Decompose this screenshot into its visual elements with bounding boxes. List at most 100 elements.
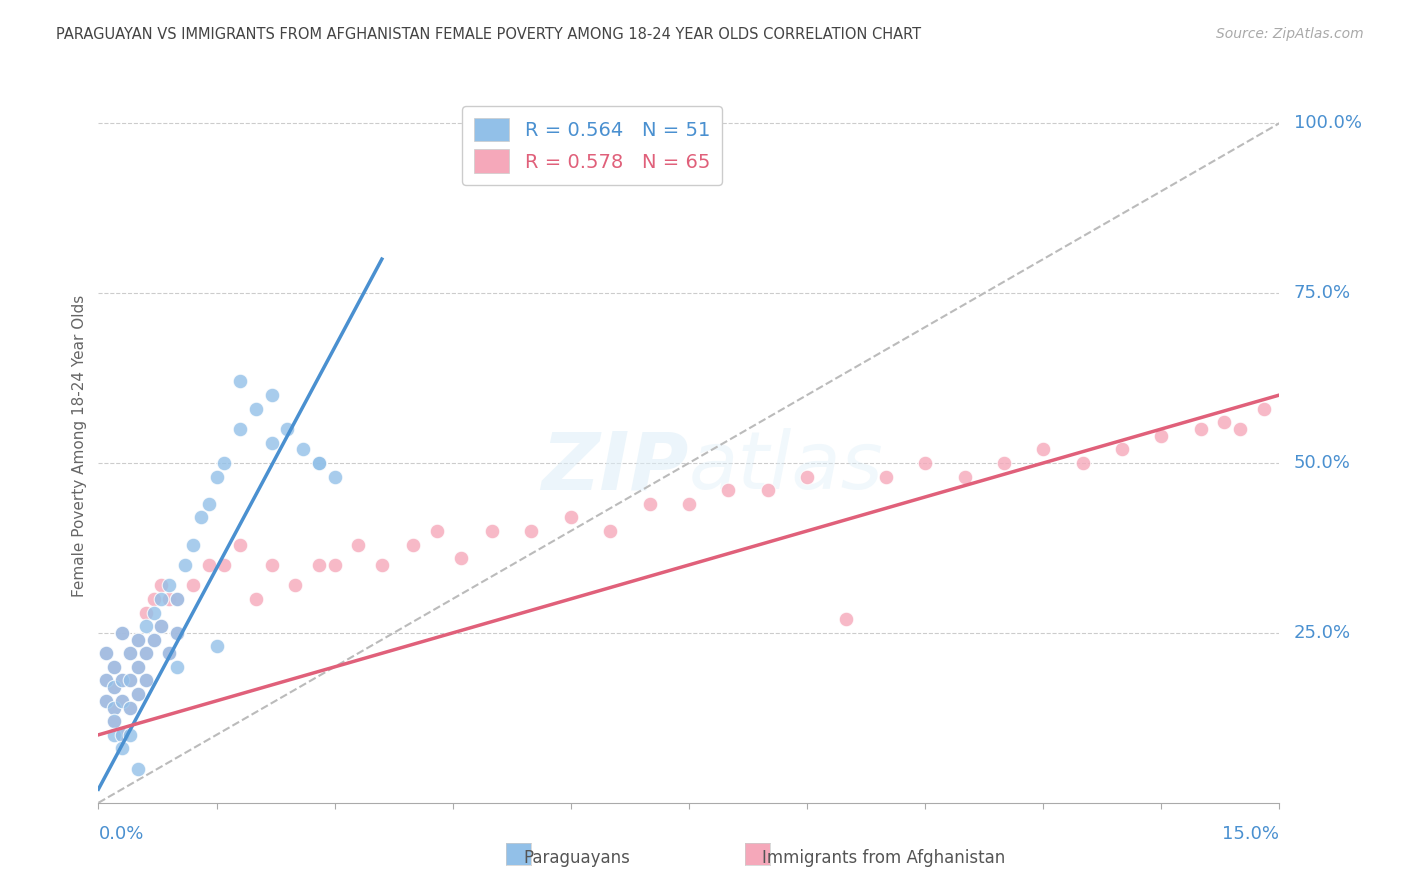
- Text: PARAGUAYAN VS IMMIGRANTS FROM AFGHANISTAN FEMALE POVERTY AMONG 18-24 YEAR OLDS C: PARAGUAYAN VS IMMIGRANTS FROM AFGHANISTA…: [56, 27, 921, 42]
- Point: [276, 422, 298, 436]
- Point: [103, 714, 125, 729]
- Point: [347, 537, 370, 551]
- Point: [135, 606, 157, 620]
- Point: [284, 578, 307, 592]
- Point: [245, 401, 267, 416]
- Point: [96, 694, 118, 708]
- Point: [118, 646, 141, 660]
- Text: 15.0%: 15.0%: [1222, 825, 1279, 843]
- Point: [875, 469, 897, 483]
- Point: [166, 660, 188, 674]
- Point: [103, 714, 125, 729]
- Point: [142, 606, 165, 620]
- Point: [205, 469, 228, 483]
- Point: [260, 388, 283, 402]
- Point: [914, 456, 936, 470]
- Point: [993, 456, 1015, 470]
- Point: [118, 646, 141, 660]
- Point: [127, 632, 149, 647]
- Point: [118, 673, 141, 688]
- Point: [142, 632, 165, 647]
- Point: [402, 537, 425, 551]
- Point: [953, 469, 976, 483]
- Text: ZIP: ZIP: [541, 428, 689, 507]
- Point: [174, 558, 197, 572]
- Point: [150, 591, 173, 606]
- Point: [214, 558, 236, 572]
- Point: [157, 578, 180, 592]
- Point: [181, 537, 204, 551]
- Point: [599, 524, 621, 538]
- Text: 25.0%: 25.0%: [1294, 624, 1351, 642]
- Point: [135, 673, 157, 688]
- Point: [135, 673, 157, 688]
- Point: [245, 591, 267, 606]
- Point: [1253, 401, 1275, 416]
- Point: [481, 524, 503, 538]
- Text: atlas: atlas: [689, 428, 884, 507]
- Point: [127, 632, 149, 647]
- Point: [197, 558, 219, 572]
- Point: [166, 591, 188, 606]
- Point: [127, 660, 149, 674]
- Point: [229, 537, 252, 551]
- Point: [1032, 442, 1054, 457]
- Point: [150, 578, 173, 592]
- Point: [1229, 422, 1251, 436]
- Point: [1111, 442, 1133, 457]
- Point: [371, 558, 394, 572]
- Point: [96, 646, 118, 660]
- Point: [205, 640, 228, 654]
- Point: [111, 741, 134, 756]
- Text: Paraguayans: Paraguayans: [523, 849, 630, 867]
- Point: [127, 687, 149, 701]
- Point: [678, 497, 700, 511]
- Text: 50.0%: 50.0%: [1294, 454, 1350, 472]
- Point: [181, 578, 204, 592]
- Point: [103, 728, 125, 742]
- Point: [96, 673, 118, 688]
- Point: [229, 375, 252, 389]
- Point: [1071, 456, 1094, 470]
- Point: [103, 700, 125, 714]
- Point: [96, 673, 118, 688]
- Point: [323, 558, 346, 572]
- Point: [1150, 429, 1173, 443]
- Point: [118, 728, 141, 742]
- Point: [111, 694, 134, 708]
- Point: [111, 728, 134, 742]
- Point: [190, 510, 212, 524]
- Point: [157, 646, 180, 660]
- Point: [308, 456, 330, 470]
- Point: [142, 632, 165, 647]
- Point: [197, 497, 219, 511]
- Point: [796, 469, 818, 483]
- Point: [118, 700, 141, 714]
- Point: [111, 626, 134, 640]
- Point: [308, 456, 330, 470]
- Point: [426, 524, 449, 538]
- Point: [96, 646, 118, 660]
- Point: [111, 673, 134, 688]
- Point: [166, 626, 188, 640]
- Point: [157, 591, 180, 606]
- Point: [450, 551, 472, 566]
- Point: [1189, 422, 1212, 436]
- Point: [118, 700, 141, 714]
- Point: [103, 700, 125, 714]
- Point: [717, 483, 740, 498]
- Point: [229, 422, 252, 436]
- Text: 75.0%: 75.0%: [1294, 284, 1351, 302]
- Point: [292, 442, 315, 457]
- Point: [638, 497, 661, 511]
- Point: [323, 469, 346, 483]
- Text: Source: ZipAtlas.com: Source: ZipAtlas.com: [1216, 27, 1364, 41]
- Point: [103, 660, 125, 674]
- Point: [96, 694, 118, 708]
- Point: [214, 456, 236, 470]
- Text: Immigrants from Afghanistan: Immigrants from Afghanistan: [762, 849, 1005, 867]
- Point: [835, 612, 858, 626]
- Point: [103, 660, 125, 674]
- Point: [111, 694, 134, 708]
- Point: [157, 646, 180, 660]
